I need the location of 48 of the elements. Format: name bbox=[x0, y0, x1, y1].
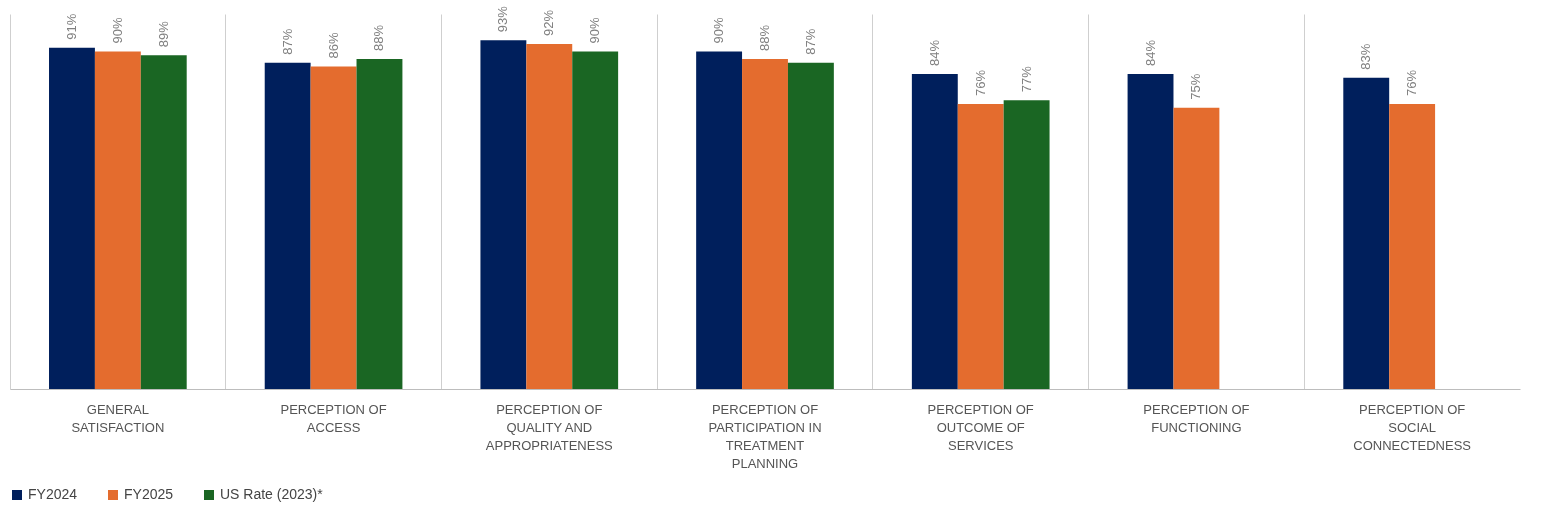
data-label: 75% bbox=[1188, 73, 1204, 100]
bar bbox=[1343, 77, 1390, 389]
bar bbox=[911, 74, 958, 389]
bar bbox=[957, 104, 1004, 389]
data-label: 91% bbox=[63, 13, 79, 40]
data-label: 86% bbox=[325, 32, 341, 59]
data-label: 88% bbox=[371, 24, 387, 51]
bar bbox=[742, 59, 788, 389]
bar bbox=[1003, 100, 1050, 389]
x-tick-label: PERCEPTION OF QUALITY AND APPROPRIATENESS bbox=[485, 401, 614, 453]
data-label: 84% bbox=[1142, 39, 1158, 66]
data-label: 93% bbox=[495, 5, 511, 33]
bar bbox=[1173, 107, 1220, 389]
bar bbox=[140, 55, 187, 389]
data-label: 90% bbox=[711, 17, 727, 44]
x-tick-label: PERCEPTION OF PARTICIPATION IN TREATMENT PLANNING bbox=[708, 401, 822, 471]
bar bbox=[1127, 74, 1174, 389]
bar bbox=[526, 44, 573, 389]
data-label: 84% bbox=[926, 39, 942, 66]
bar bbox=[1389, 104, 1436, 389]
data-label: 87% bbox=[279, 28, 295, 55]
bar bbox=[572, 51, 619, 389]
data-label: 87% bbox=[802, 28, 818, 55]
data-label: 90% bbox=[587, 17, 603, 44]
bar bbox=[264, 62, 311, 389]
x-tick-label: PERCEPTION OF SOCIAL CONNECTEDNESS bbox=[1353, 401, 1472, 453]
data-label: 83% bbox=[1358, 43, 1374, 70]
bar bbox=[310, 66, 357, 389]
data-label: 90% bbox=[109, 17, 125, 44]
data-label: 89% bbox=[155, 20, 171, 48]
bar bbox=[480, 40, 527, 389]
data-label: 76% bbox=[972, 69, 988, 96]
data-label: 92% bbox=[541, 9, 557, 36]
legend-label: US Rate (2023)* bbox=[220, 486, 324, 502]
legend-label: FY2024 bbox=[28, 486, 78, 502]
bar bbox=[356, 59, 403, 389]
x-tick-label: GENERAL SATISFACTION bbox=[71, 401, 165, 435]
x-tick-label: PERCEPTION OF FUNCTIONING bbox=[1143, 401, 1250, 435]
data-label: 76% bbox=[1404, 69, 1420, 96]
legend-label: FY2025 bbox=[124, 486, 174, 502]
data-label: 77% bbox=[1018, 65, 1034, 93]
bar bbox=[787, 62, 834, 389]
bar bbox=[49, 47, 95, 389]
data-label: 88% bbox=[757, 24, 772, 51]
bar bbox=[94, 51, 141, 389]
bar bbox=[696, 51, 743, 389]
x-tick-label: PERCEPTION OF OUTCOME OF SERVICES bbox=[927, 401, 1034, 453]
x-tick-label: PERCEPTION OF ACCESS bbox=[280, 401, 387, 435]
